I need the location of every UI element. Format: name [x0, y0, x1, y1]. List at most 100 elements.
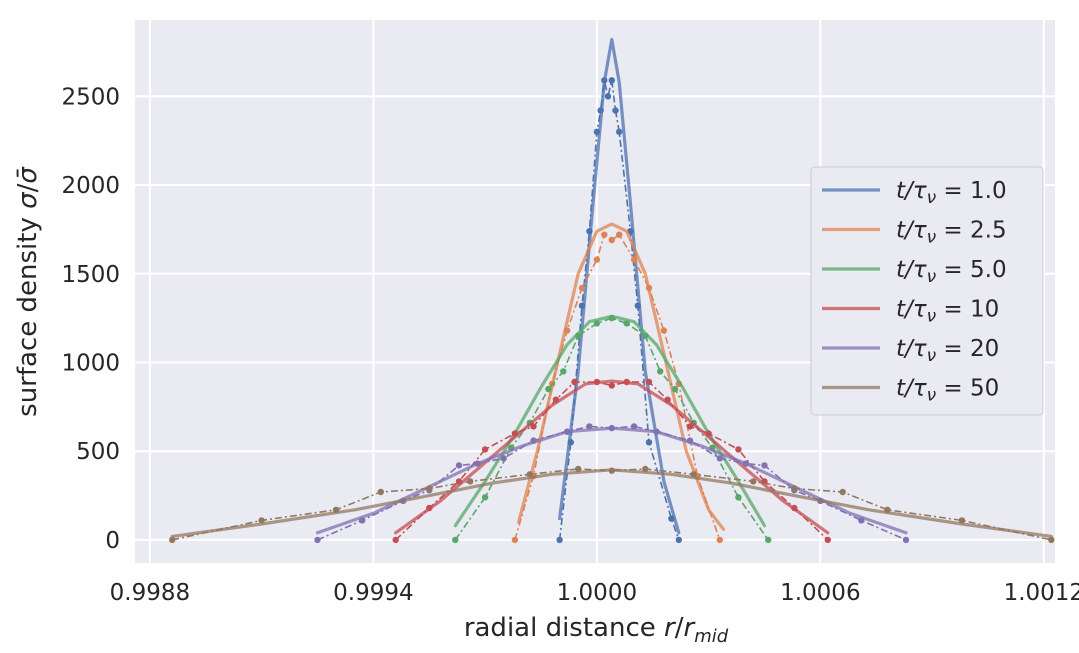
series-dashdot-line	[514, 233, 721, 541]
data-point	[563, 428, 571, 435]
legend-label: t/τν = 50	[896, 376, 999, 406]
data-point	[791, 485, 798, 492]
x-tick-label: 1.0012	[1004, 580, 1079, 606]
legend-entry: t/τν = 10	[822, 297, 999, 327]
data-point	[623, 320, 630, 327]
legend-entry: t/τν = 50	[822, 376, 999, 406]
x-tick-label: 1.0006	[780, 580, 860, 606]
data-point	[560, 368, 567, 375]
data-point	[750, 478, 757, 485]
data-point	[675, 536, 682, 544]
data-point	[642, 332, 649, 340]
data-point	[474, 460, 481, 467]
data-point	[578, 302, 586, 309]
data-point	[481, 446, 489, 453]
data-point	[742, 460, 750, 467]
legend-entry: t/τν = 1.0	[822, 178, 1007, 208]
data-point	[653, 428, 660, 435]
x-axis-label: radial distance r/rmid	[464, 613, 729, 647]
data-point	[481, 494, 489, 501]
legend-label: t/τν = 10	[896, 297, 999, 327]
x-tick-label: 1.0000	[557, 580, 637, 606]
data-point	[791, 504, 798, 512]
data-point	[593, 320, 601, 327]
x-tick-label: 0.9994	[333, 580, 413, 606]
data-point	[377, 488, 384, 496]
data-point	[556, 536, 563, 544]
y-tick-label: 500	[76, 439, 120, 465]
data-point	[455, 462, 463, 469]
data-point	[884, 506, 891, 513]
data-point	[563, 327, 571, 334]
data-point	[623, 378, 630, 386]
data-point	[616, 128, 623, 135]
data-point	[645, 378, 653, 386]
data-point	[586, 228, 593, 235]
data-point	[686, 437, 694, 444]
series-6	[169, 465, 1055, 544]
series-dashdot-line	[172, 468, 1052, 541]
data-point	[452, 536, 459, 544]
data-point	[642, 465, 649, 473]
series-smooth-line	[557, 37, 681, 535]
y-tick-label: 1000	[61, 350, 120, 376]
data-point	[1048, 536, 1055, 544]
data-point	[761, 462, 768, 469]
series-1	[556, 37, 682, 544]
data-point	[716, 455, 723, 462]
data-point	[645, 439, 653, 446]
data-point	[824, 536, 831, 544]
data-point	[668, 515, 675, 522]
data-point	[586, 423, 593, 430]
data-point	[258, 517, 265, 524]
legend-label: t/τν = 5.0	[896, 257, 1007, 287]
data-point	[630, 256, 638, 263]
data-point	[657, 368, 664, 375]
data-point	[765, 536, 772, 544]
data-point	[902, 536, 910, 544]
data-point	[608, 314, 615, 322]
x-tick-labels: 0.9988 0.9994 1.0000 1.0006 1.0012	[110, 580, 1079, 606]
data-point	[578, 284, 586, 292]
data-point	[705, 430, 712, 437]
data-point	[630, 423, 638, 430]
legend-items: t/τν = 1.0 t/τν = 2.5 t/τν = 5.0 t/τν = 10 t…	[822, 178, 1007, 406]
legend-label: t/τν = 2.5	[896, 218, 1007, 248]
data-point	[426, 485, 433, 492]
data-point	[530, 437, 537, 444]
data-point	[645, 284, 653, 292]
data-point	[552, 396, 560, 403]
data-point	[169, 536, 176, 544]
data-point	[359, 517, 366, 524]
data-point	[545, 385, 552, 393]
data-point	[571, 378, 578, 386]
data-point	[601, 231, 608, 238]
data-point	[601, 77, 608, 84]
data-point	[608, 77, 615, 84]
legend-entry: t/τν = 2.5	[822, 218, 1007, 248]
data-point	[593, 378, 601, 386]
data-point	[608, 236, 615, 244]
data-point	[608, 382, 615, 389]
data-point	[839, 488, 846, 496]
data-point	[332, 506, 340, 513]
data-point	[660, 327, 668, 334]
data-point	[608, 424, 615, 432]
series-smooth-line	[394, 379, 830, 535]
data-point	[567, 439, 574, 446]
data-point	[616, 231, 623, 238]
x-tick-label: 0.9988	[110, 580, 190, 606]
data-point	[575, 465, 582, 473]
data-point	[671, 385, 679, 393]
data-point	[530, 423, 537, 430]
data-point	[634, 302, 641, 309]
data-point	[500, 455, 507, 462]
data-point	[426, 504, 433, 512]
data-point	[604, 93, 612, 100]
y-axis-label: surface density σ/σ̄	[13, 166, 43, 417]
series-layer	[169, 37, 1055, 544]
data-point	[958, 517, 966, 524]
data-point	[526, 471, 533, 478]
data-point	[511, 536, 519, 544]
data-point	[690, 471, 697, 478]
